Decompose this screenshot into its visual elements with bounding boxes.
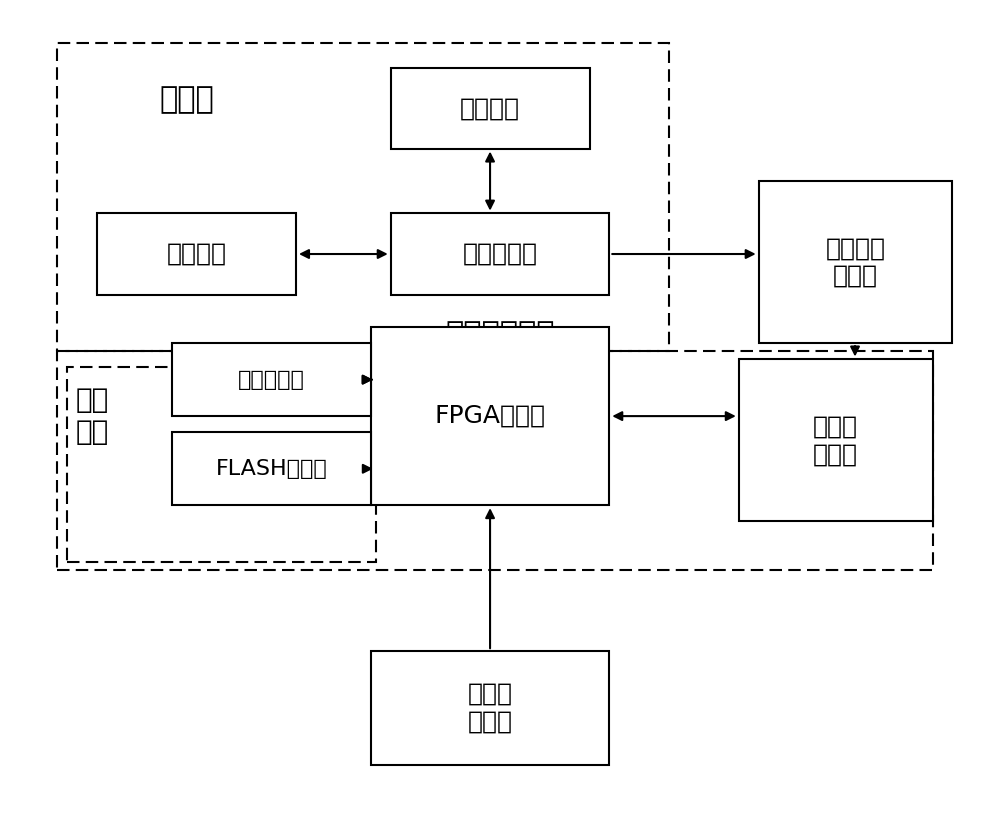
- Bar: [57, 351, 933, 570]
- Bar: [759, 181, 952, 344]
- Text: 随机存储器: 随机存储器: [238, 370, 305, 389]
- Text: 云存储器: 云存储器: [460, 96, 520, 120]
- Bar: [391, 68, 590, 149]
- Text: 存储
电路: 存储 电路: [76, 386, 109, 446]
- Bar: [739, 359, 933, 521]
- Text: 云管理系统: 云管理系统: [462, 242, 538, 266]
- Text: 有线或无
线网络: 有线或无 线网络: [826, 236, 886, 288]
- Bar: [371, 651, 609, 765]
- Bar: [371, 327, 609, 505]
- Bar: [391, 214, 609, 295]
- Bar: [172, 432, 371, 505]
- Bar: [97, 214, 296, 295]
- Text: 信号处
理电路: 信号处 理电路: [813, 415, 858, 466]
- Text: 智能处理电路: 智能处理电路: [445, 321, 555, 349]
- Bar: [67, 367, 376, 562]
- Text: 云服务器: 云服务器: [167, 242, 227, 266]
- Text: FPGA处理器: FPGA处理器: [435, 404, 546, 428]
- Text: 云平台: 云平台: [159, 86, 214, 114]
- Bar: [172, 344, 371, 416]
- Bar: [57, 43, 669, 351]
- Text: 前端处
理电路: 前端处 理电路: [468, 682, 513, 734]
- Text: FLASH存储器: FLASH存储器: [215, 459, 327, 479]
